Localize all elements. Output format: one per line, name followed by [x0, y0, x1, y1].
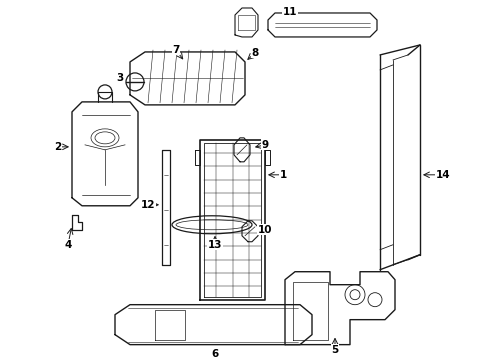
Text: 4: 4: [64, 240, 72, 250]
Text: 9: 9: [262, 140, 269, 150]
Text: 13: 13: [208, 240, 222, 250]
Text: 12: 12: [141, 200, 155, 210]
Text: 2: 2: [54, 142, 62, 152]
Text: 11: 11: [283, 7, 297, 17]
Text: 14: 14: [436, 170, 450, 180]
Text: 3: 3: [117, 73, 123, 83]
Text: 8: 8: [251, 48, 259, 58]
Text: 1: 1: [279, 170, 287, 180]
Text: 10: 10: [258, 225, 272, 235]
Text: 7: 7: [172, 45, 180, 55]
Text: 5: 5: [331, 345, 339, 355]
Text: 6: 6: [211, 348, 219, 359]
